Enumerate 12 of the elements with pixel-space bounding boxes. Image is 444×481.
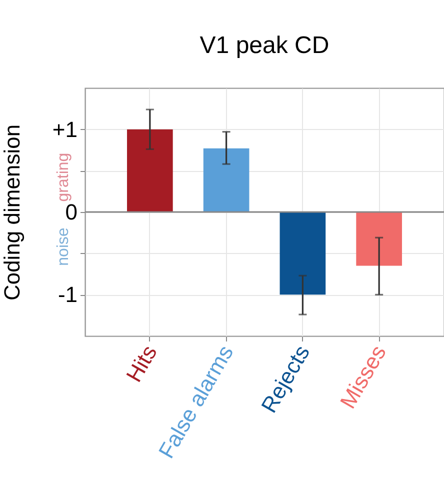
bar	[280, 212, 326, 295]
bar	[127, 129, 173, 212]
bar	[356, 212, 402, 266]
y-tick-label: 0	[65, 200, 78, 224]
bar	[203, 148, 250, 212]
text: noise	[55, 227, 72, 266]
y-tick-label: -1	[58, 282, 78, 308]
x-tick-label: Hits	[121, 340, 162, 386]
y-tick-label: +1	[52, 116, 78, 142]
text: grating	[55, 152, 72, 202]
y-axis-title: Coding dimension	[0, 124, 24, 301]
chart-title: V1 peak CD	[200, 32, 330, 59]
